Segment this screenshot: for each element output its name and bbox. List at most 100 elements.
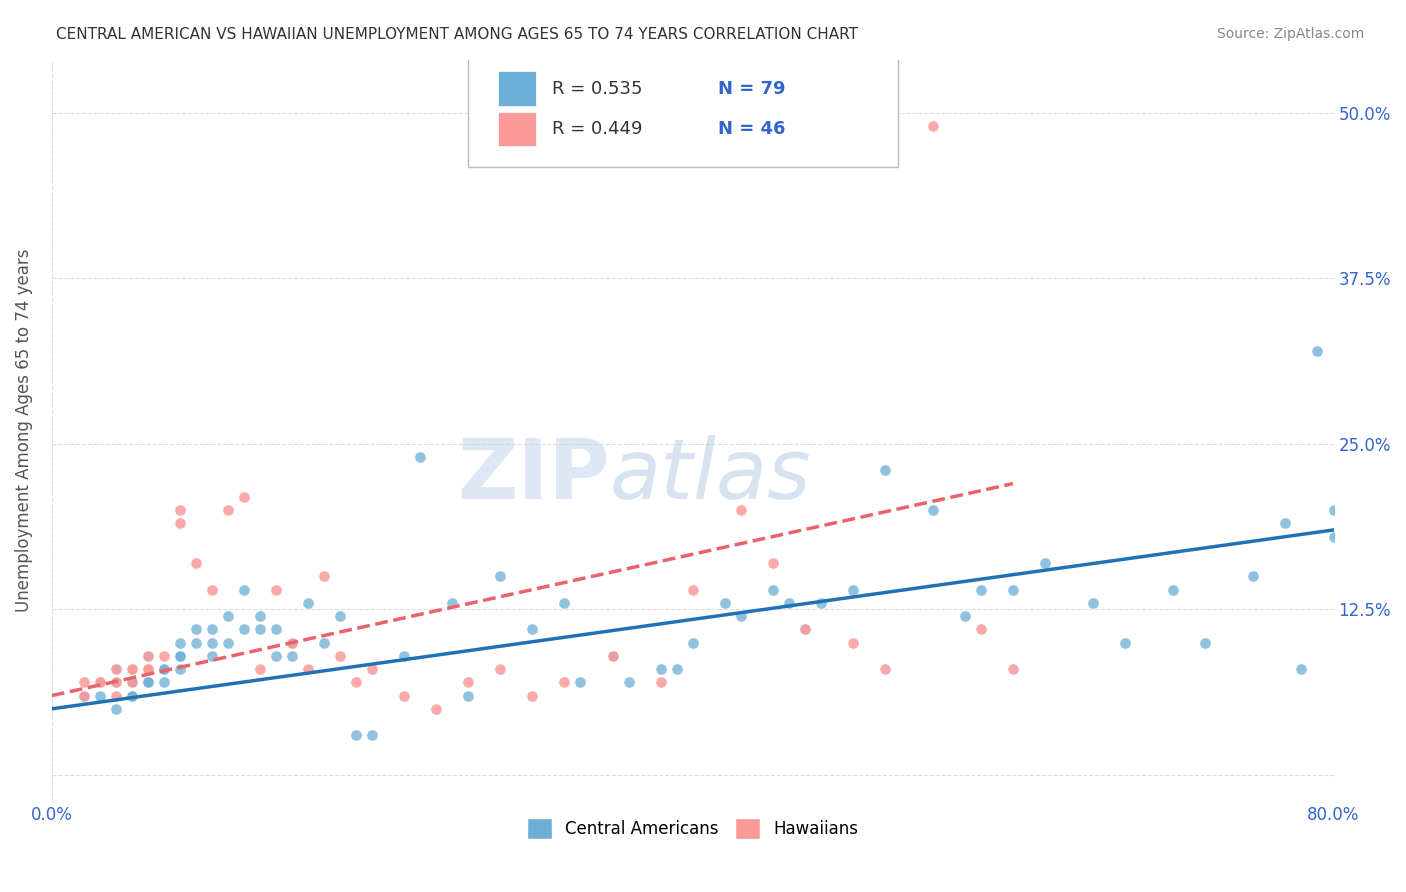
Point: [153, 662, 176, 676]
Point: [121, 689, 143, 703]
Point: [169, 516, 191, 531]
Point: [650, 662, 672, 676]
Point: [842, 582, 865, 597]
Point: [153, 648, 176, 663]
Point: [297, 662, 319, 676]
Point: [425, 702, 447, 716]
Point: [89, 675, 111, 690]
Point: [184, 623, 207, 637]
Point: [104, 675, 127, 690]
FancyBboxPatch shape: [498, 71, 536, 105]
Point: [169, 635, 191, 649]
Text: N = 46: N = 46: [718, 120, 786, 138]
Point: [201, 648, 224, 663]
Point: [281, 635, 304, 649]
Point: [569, 675, 592, 690]
Text: ZIP: ZIP: [457, 434, 609, 516]
Point: [361, 662, 384, 676]
Point: [602, 648, 624, 663]
Point: [281, 635, 304, 649]
Point: [361, 728, 384, 742]
Point: [136, 662, 159, 676]
Point: [73, 689, 96, 703]
Point: [730, 503, 752, 517]
Point: [281, 648, 304, 663]
Point: [682, 635, 704, 649]
Text: N = 79: N = 79: [718, 79, 786, 97]
Point: [104, 662, 127, 676]
Point: [201, 623, 224, 637]
Point: [121, 675, 143, 690]
Point: [169, 503, 191, 517]
Point: [665, 662, 688, 676]
Point: [617, 675, 640, 690]
Point: [136, 662, 159, 676]
Point: [184, 635, 207, 649]
Point: [121, 662, 143, 676]
Point: [1002, 582, 1025, 597]
Point: [1274, 516, 1296, 531]
Point: [104, 689, 127, 703]
Point: [314, 635, 336, 649]
Point: [136, 675, 159, 690]
Point: [394, 648, 416, 663]
Point: [1306, 344, 1329, 359]
Text: atlas: atlas: [609, 434, 811, 516]
Point: [713, 596, 735, 610]
Point: [201, 582, 224, 597]
Point: [489, 569, 512, 583]
Text: Source: ZipAtlas.com: Source: ZipAtlas.com: [1216, 27, 1364, 41]
Point: [922, 119, 945, 133]
Point: [169, 648, 191, 663]
Point: [217, 503, 239, 517]
Point: [121, 662, 143, 676]
Point: [264, 623, 287, 637]
Point: [249, 623, 271, 637]
Point: [922, 503, 945, 517]
Point: [153, 662, 176, 676]
Point: [489, 662, 512, 676]
Point: [810, 596, 832, 610]
Point: [1322, 503, 1344, 517]
Point: [89, 675, 111, 690]
Point: [1033, 556, 1056, 570]
Point: [1002, 662, 1025, 676]
Y-axis label: Unemployment Among Ages 65 to 74 years: Unemployment Among Ages 65 to 74 years: [15, 249, 32, 612]
Point: [121, 662, 143, 676]
Point: [136, 675, 159, 690]
Point: [873, 463, 896, 477]
Point: [344, 675, 367, 690]
Point: [873, 662, 896, 676]
Point: [233, 623, 256, 637]
Point: [153, 675, 176, 690]
Point: [136, 662, 159, 676]
Point: [409, 450, 432, 464]
Point: [264, 648, 287, 663]
Point: [89, 689, 111, 703]
Point: [121, 675, 143, 690]
Legend: Central Americans, Hawaiians: Central Americans, Hawaiians: [520, 812, 865, 846]
Point: [104, 662, 127, 676]
Point: [1114, 635, 1136, 649]
Point: [104, 675, 127, 690]
Point: [730, 609, 752, 624]
Point: [329, 609, 352, 624]
Point: [457, 689, 479, 703]
Point: [953, 609, 976, 624]
FancyBboxPatch shape: [498, 112, 536, 146]
Point: [217, 635, 239, 649]
Point: [1083, 596, 1105, 610]
Point: [394, 689, 416, 703]
Point: [1291, 662, 1313, 676]
Point: [201, 635, 224, 649]
Point: [249, 609, 271, 624]
Point: [553, 596, 575, 610]
Point: [184, 556, 207, 570]
Point: [121, 675, 143, 690]
Point: [297, 596, 319, 610]
Point: [233, 490, 256, 504]
Point: [233, 582, 256, 597]
Point: [249, 662, 271, 676]
Point: [264, 582, 287, 597]
Point: [778, 596, 800, 610]
